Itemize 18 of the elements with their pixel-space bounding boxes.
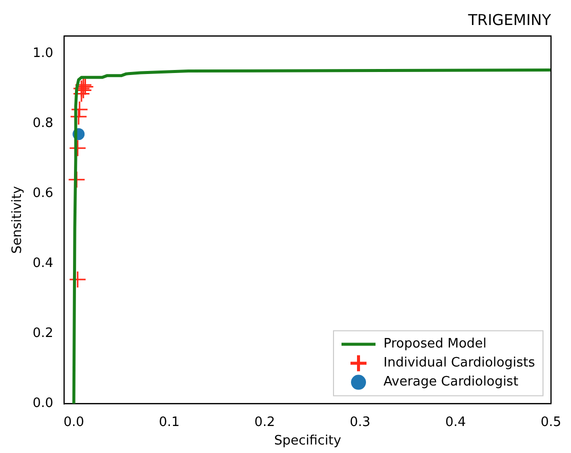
- y-tick-label: 0.4: [32, 256, 54, 272]
- x-tick-label: 0.1: [158, 414, 180, 430]
- legend-label: Average Cardiologist: [384, 374, 518, 390]
- x-tick-label: 0.0: [63, 414, 84, 430]
- y-tick-label: 0.8: [32, 116, 54, 131]
- y-axis-title: Sensitivity: [10, 186, 26, 254]
- y-tick-label: 0.0: [32, 396, 54, 412]
- chart-title: TRIGEMINY: [467, 10, 552, 29]
- x-tick-label: 0.5: [540, 414, 562, 430]
- x-tick-label: 0.4: [445, 414, 466, 430]
- y-tick-label: 1.0: [32, 46, 54, 61]
- x-axis-title: Specificity: [274, 434, 342, 449]
- legend-label: Individual Cardiologists: [384, 356, 536, 371]
- x-tick-label: 0.3: [350, 414, 370, 430]
- legend-label: Proposed Model: [384, 336, 487, 352]
- y-tick-label: 0.6: [32, 186, 54, 202]
- y-tick-label: 0.2: [32, 326, 54, 342]
- x-tick-label: 0.2: [254, 414, 276, 430]
